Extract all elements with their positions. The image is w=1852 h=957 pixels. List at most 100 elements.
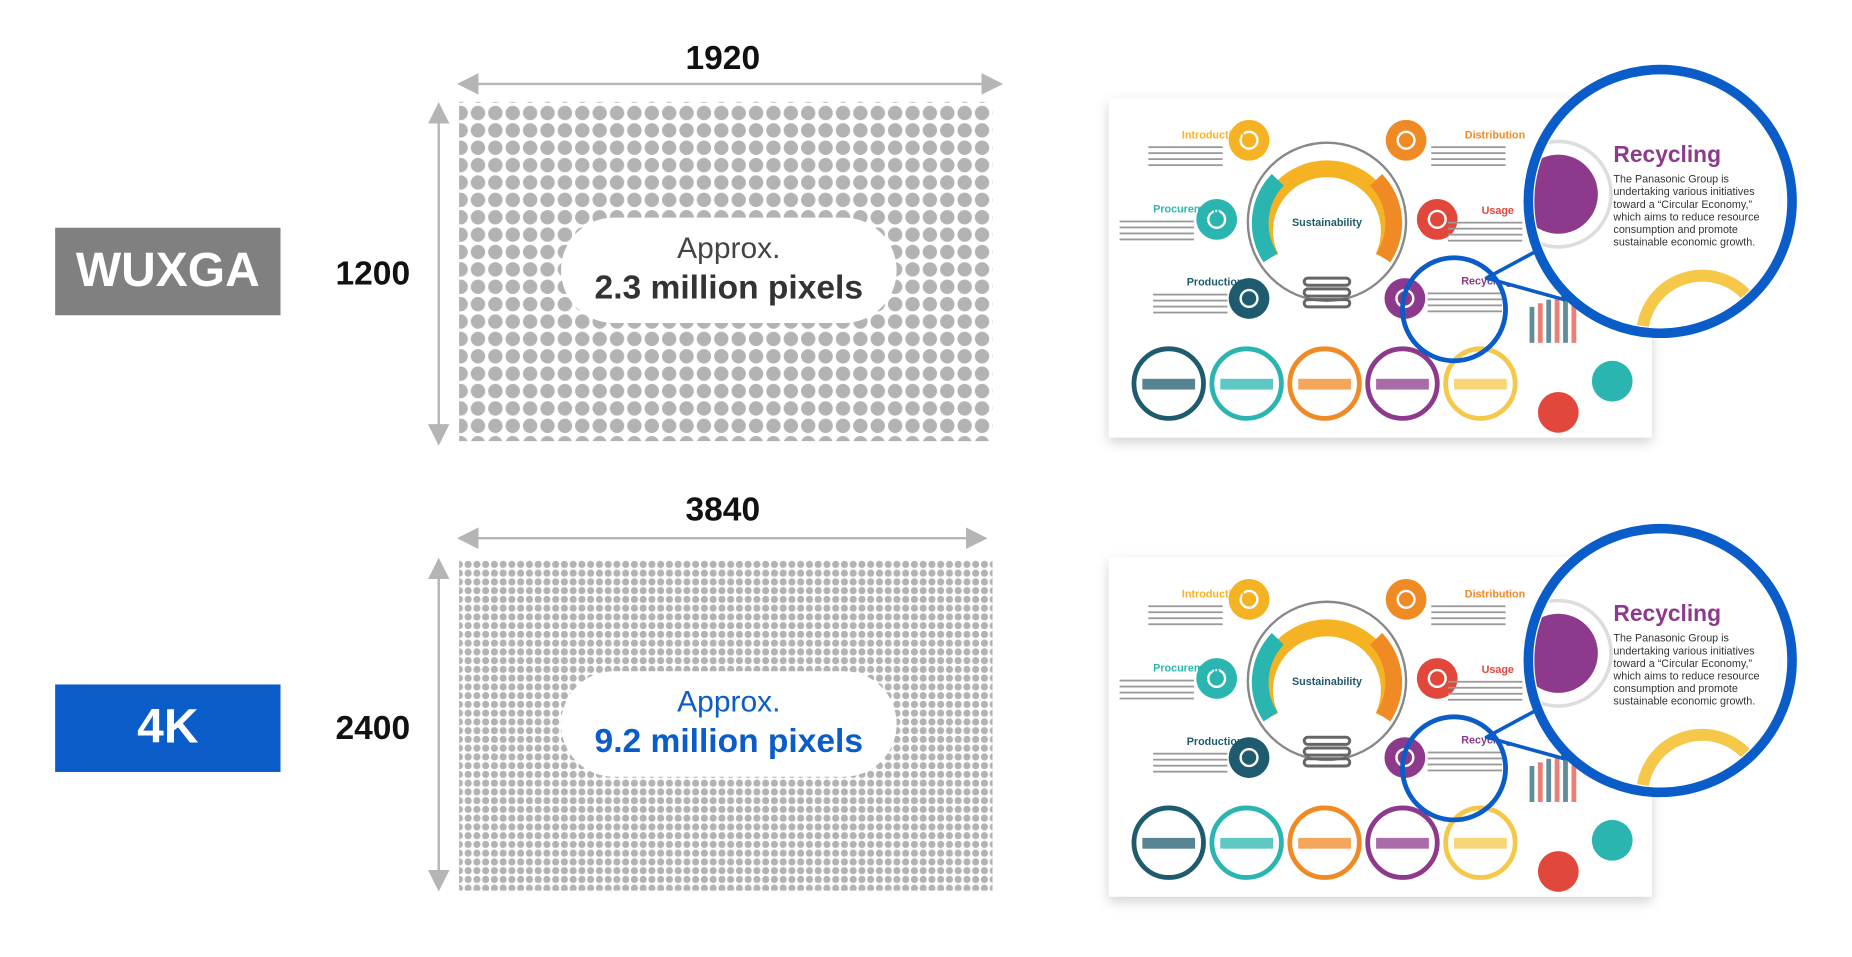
process-band [1298, 378, 1351, 390]
stage-text-line [1448, 692, 1523, 695]
stage-text-line [1431, 152, 1506, 155]
stage-text-line [1153, 305, 1228, 308]
zoom-icon [1534, 613, 1598, 693]
stage-icon-glyph [1207, 668, 1227, 689]
bulb-arc [1251, 633, 1285, 722]
bulb-base [1302, 287, 1352, 298]
stage-icon-glyph [1239, 288, 1259, 309]
bulb-base [1302, 735, 1352, 746]
process-ring [1443, 805, 1518, 880]
zoom-icon-ring [1534, 598, 1613, 708]
stage-text-line [1153, 293, 1228, 296]
deco-bar [1546, 299, 1552, 343]
stage-text-line [1427, 292, 1502, 295]
deco-circle [1537, 391, 1579, 433]
process-band [1220, 837, 1274, 849]
stage-text-line [1448, 221, 1523, 224]
stage-text-line [1448, 227, 1523, 230]
row: WUXGA 1200 1920 Approx. 2.3 million pixels Su… [55, 40, 1797, 446]
zoom-body-line: sustainable economic growth. [1613, 696, 1755, 708]
stage-text-line [1148, 623, 1223, 626]
stage-text-line [1431, 617, 1506, 620]
process-ring [1287, 346, 1362, 421]
stage-text-line [1153, 752, 1228, 755]
hub-title: Sustainability [1292, 676, 1362, 688]
zoom-body-line: undertaking various initiatives [1613, 645, 1754, 657]
badge [55, 684, 281, 772]
process-ring [1131, 805, 1206, 880]
bulb-arc [1251, 173, 1285, 263]
stage-icon [1196, 198, 1238, 240]
stage-icon-glyph [1239, 589, 1259, 609]
stage-text-line [1119, 679, 1194, 682]
row: 4K 2400 3840 Approx. 9.2 million pixels Susta… [55, 492, 1797, 897]
zoom-body-line: consumption and promote [1613, 224, 1737, 236]
pixel-count: 9.2 million pixels [595, 723, 863, 760]
process-band [1454, 837, 1507, 849]
stage-label: Procurement [1153, 663, 1220, 675]
bulb-base [1302, 298, 1352, 309]
approx-label: Approx. [677, 686, 780, 719]
stage-text-line [1427, 310, 1502, 313]
deco-bar [1537, 762, 1543, 802]
width-label: 1920 [685, 40, 760, 77]
stage-text-line [1119, 238, 1194, 241]
zoom-source [1400, 255, 1508, 364]
stage-icon-glyph [1396, 130, 1416, 150]
process-band [1454, 378, 1507, 390]
zoom-content: Recycling The Panasonic Group isundertaki… [1534, 598, 1759, 787]
stage-text-line [1119, 685, 1194, 688]
process-band [1142, 837, 1196, 849]
process-band [1298, 837, 1351, 849]
stage-text-line [1448, 233, 1523, 236]
stage-text-line [1448, 680, 1523, 683]
stage-text-line [1148, 605, 1223, 608]
stage-label: Procurement [1153, 204, 1220, 216]
zoom-body-line: sustainable economic growth. [1613, 237, 1755, 249]
height-label: 1200 [335, 256, 410, 293]
stage-label: Introduction [1182, 588, 1245, 600]
stage-text-line [1448, 698, 1523, 701]
pixel-pill [560, 671, 897, 777]
stage-text-line [1427, 304, 1502, 307]
stage-text-line [1148, 164, 1223, 167]
deco-circle [1591, 360, 1633, 402]
badge [55, 227, 281, 316]
process-ring [1209, 346, 1284, 421]
stage-text-line [1431, 146, 1506, 149]
process-ring [1443, 346, 1518, 421]
stage-label: Recycling [1461, 735, 1512, 747]
pixel-pill [560, 217, 897, 324]
infographic: Sustainability Introduction Distribution Pr… [1108, 64, 1797, 438]
zoom-body-line: undertaking various initiatives [1613, 186, 1754, 198]
zoom-body-line: consumption and promote [1613, 683, 1737, 695]
deco-bar [1529, 765, 1535, 802]
stage-icon [1228, 278, 1270, 319]
stage-text-line [1431, 158, 1506, 161]
badge-label: 4K [137, 701, 199, 754]
stage-text-line [1153, 770, 1228, 773]
bulb-arc [1369, 173, 1403, 263]
deco-bar [1554, 755, 1560, 802]
zoom-body-line: toward a “Circular Economy,” [1613, 658, 1752, 670]
width-label: 3840 [685, 492, 760, 529]
deco-bar [1571, 288, 1577, 343]
bulb-base [1302, 746, 1352, 757]
stage-text-line [1431, 611, 1506, 614]
stage-text-line [1153, 311, 1228, 314]
zoom-source [1400, 714, 1508, 823]
stage-label: Introduction [1182, 129, 1245, 141]
zoom-title: Recycling [1613, 600, 1721, 626]
stage-icon [1228, 737, 1270, 778]
stage-icon-glyph [1427, 668, 1447, 689]
stage-icon-glyph [1396, 589, 1416, 609]
stage-label: Distribution [1465, 129, 1525, 141]
zoom-icon [1534, 154, 1598, 234]
stage-icon-glyph [1207, 209, 1227, 229]
infographic: Sustainability Introduction Distribution Pr… [1108, 523, 1797, 897]
deco-bar [1537, 303, 1543, 343]
zoom-body-line: The Panasonic Group is [1613, 633, 1728, 645]
zoom-arc [1636, 728, 1755, 787]
zoom-content: Recycling The Panasonic Group isundertaki… [1534, 139, 1759, 328]
